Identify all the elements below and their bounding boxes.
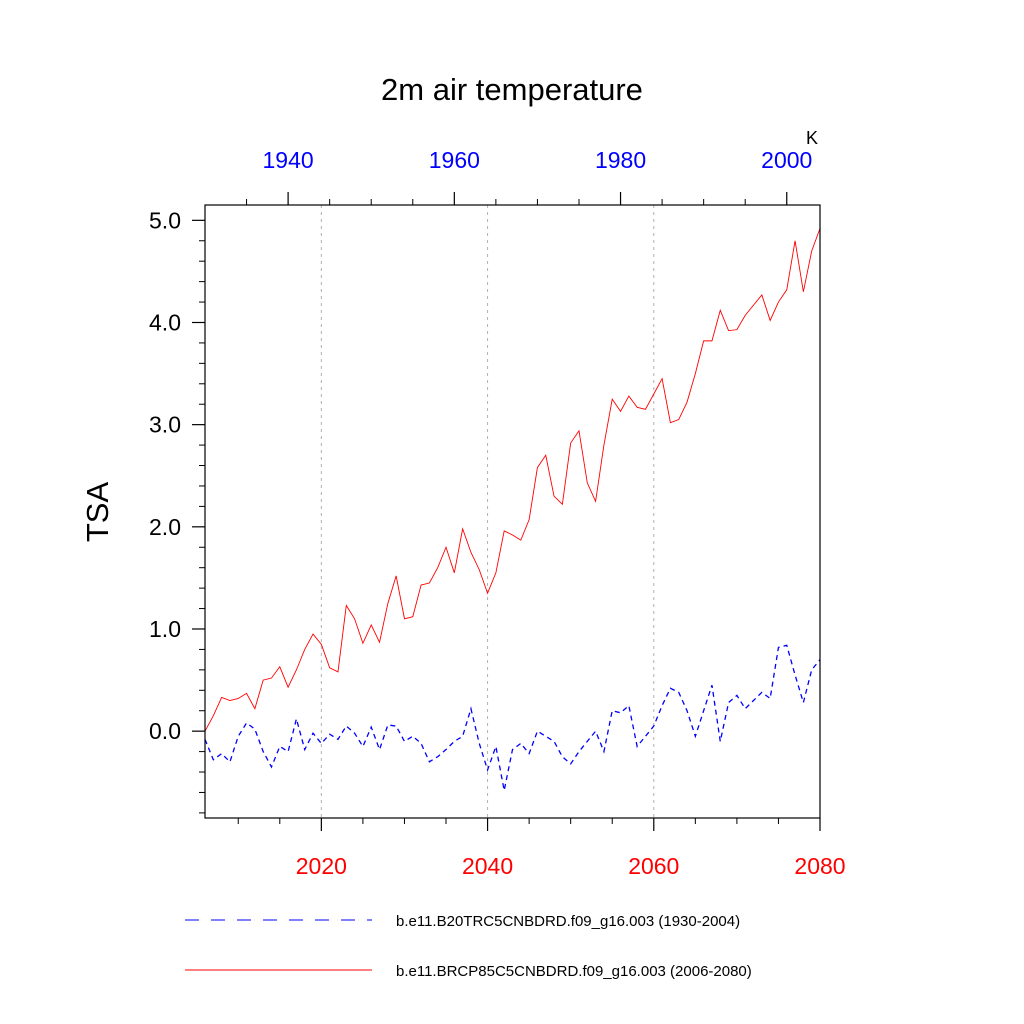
x-bottom-tick-label: 2040	[462, 853, 513, 879]
legend-item-rcp85: b.e11.BRCP85C5CNBDRD.f09_g16.003 (2006-2…	[185, 963, 752, 980]
y-tick-label: 1.0	[149, 616, 181, 642]
legend-label-rcp85: b.e11.BRCP85C5CNBDRD.f09_g16.003 (2006-2…	[396, 963, 752, 980]
legend-label-historical: b.e11.B20TRC5CNBDRD.f09_g16.003 (1930-20…	[396, 913, 740, 930]
x-top-tick-label: 2000	[761, 147, 812, 173]
axes-layer: 0.0 1.0 2.0 3.0 4.0 5.0 2020 2040 2060 2080 1940 19…	[149, 147, 846, 879]
series-line-historical	[204, 644, 821, 791]
chart-title: 2m air temperature	[381, 72, 643, 107]
x-top-tick-label: 1960	[429, 147, 480, 173]
x-bottom-tick-label: 2020	[296, 853, 347, 879]
x-top-tick-label: 1980	[595, 147, 646, 173]
series-layer	[204, 228, 821, 791]
units-label: K	[806, 128, 818, 148]
series-line-rcp85	[204, 228, 821, 732]
y-tick-label: 4.0	[149, 309, 181, 335]
plot-frame	[204, 204, 821, 819]
y-tick-label: 2.0	[149, 514, 181, 540]
x-bottom-tick-label: 2060	[628, 853, 679, 879]
legend-item-historical: b.e11.B20TRC5CNBDRD.f09_g16.003 (1930-20…	[185, 913, 740, 930]
y-tick-label: 3.0	[149, 412, 181, 438]
x-bottom-tick-label: 2080	[794, 853, 845, 879]
legend: b.e11.B20TRC5CNBDRD.f09_g16.003 (1930-20…	[185, 913, 752, 980]
x-top-tick-label: 1940	[263, 147, 314, 173]
y-axis-label: TSA	[80, 482, 115, 543]
y-tick-label: 0.0	[149, 718, 181, 744]
y-tick-label: 5.0	[149, 207, 181, 233]
